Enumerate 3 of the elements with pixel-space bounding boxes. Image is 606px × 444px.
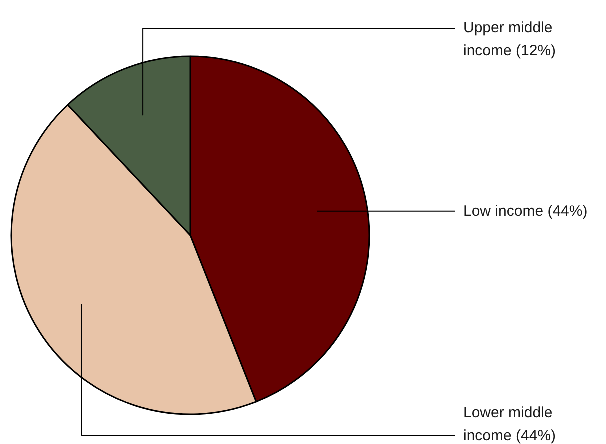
slice-label: Lower middle income (44%) <box>464 404 556 444</box>
slice-label: Upper middle income (12%) <box>464 20 556 60</box>
slice-label: Low income (44%) <box>464 202 588 220</box>
